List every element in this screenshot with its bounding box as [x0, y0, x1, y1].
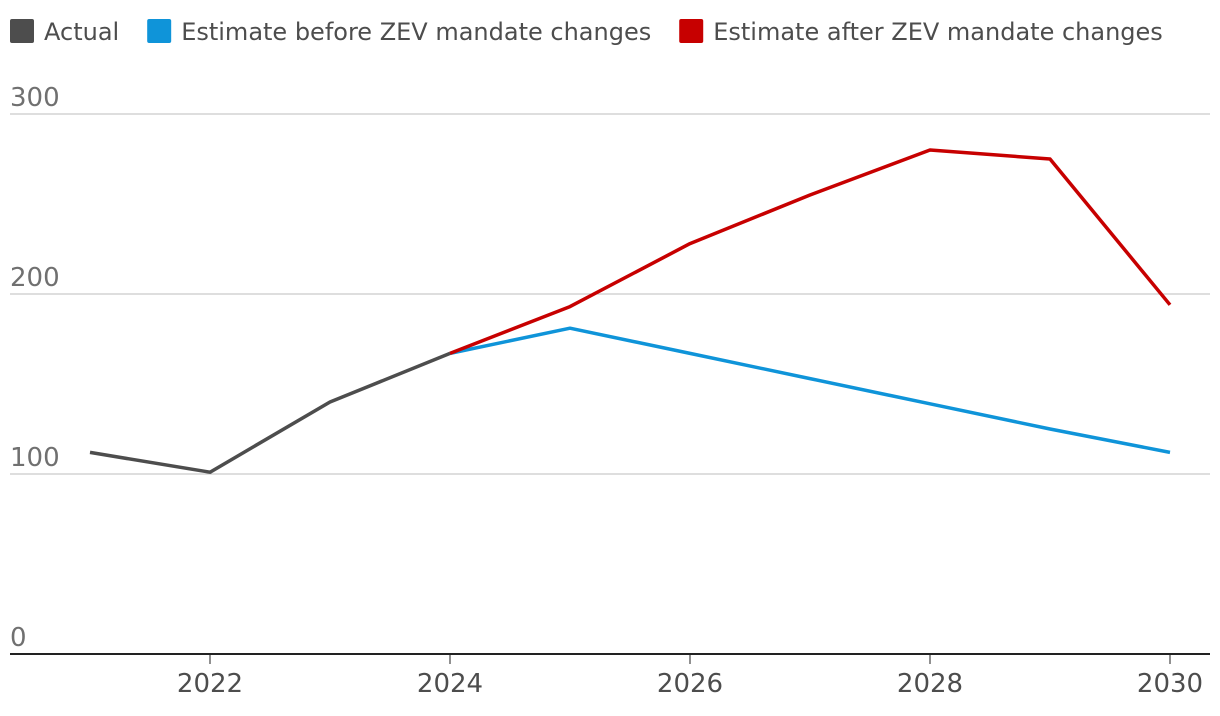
legend-item-2: Estimate after ZEV mandate changes [679, 18, 1163, 46]
x-tick-label: 2024 [417, 669, 483, 699]
gridlines [10, 114, 1210, 474]
x-tick-label: 2022 [177, 669, 243, 699]
legend-item-0: Actual [10, 18, 119, 46]
series-lines [90, 150, 1170, 472]
legend: Actual Estimate before ZEV mandate change… [10, 18, 1163, 46]
x-tick-label: 2026 [657, 669, 723, 699]
legend-swatch [679, 19, 703, 43]
y-tick-label: 100 [10, 443, 60, 473]
legend-item-1: Estimate before ZEV mandate changes [147, 18, 651, 46]
series-line-0 [90, 353, 450, 472]
legend-label: Actual [44, 18, 119, 46]
series-line-1 [450, 328, 1170, 452]
legend-label: Estimate after ZEV mandate changes [713, 18, 1163, 46]
x-axis: 2022 2024 2026 2028 2030 [10, 654, 1210, 699]
y-tick-label: 0 [10, 623, 27, 653]
y-tick-label: 300 [10, 83, 60, 113]
legend-swatch [147, 19, 171, 43]
x-tick-label: 2030 [1137, 669, 1203, 699]
legend-swatch [10, 19, 34, 43]
y-axis-tick-labels: 0 100 200 300 [10, 83, 60, 653]
series-line-2 [450, 150, 1170, 353]
y-tick-label: 200 [10, 263, 60, 293]
legend-label: Estimate before ZEV mandate changes [181, 18, 651, 46]
x-tick-label: 2028 [897, 669, 963, 699]
